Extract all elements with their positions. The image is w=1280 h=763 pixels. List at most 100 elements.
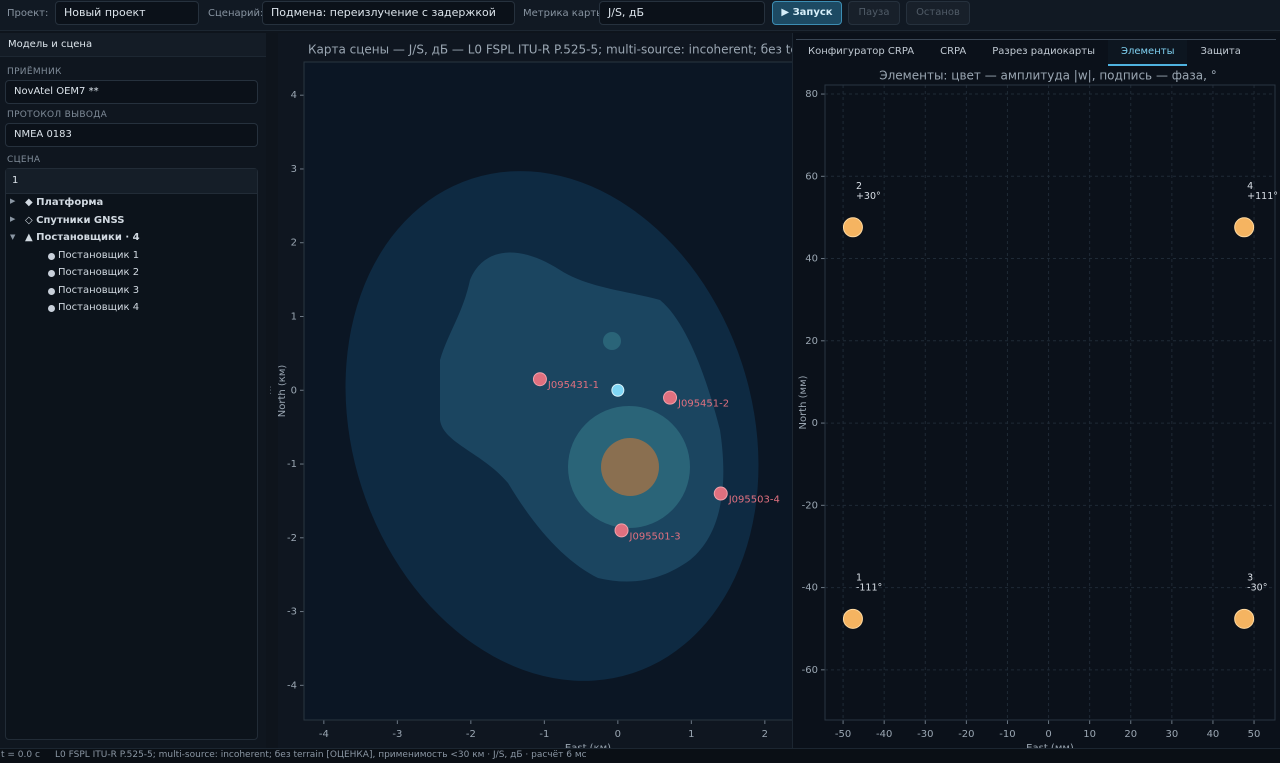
metric-label: Метрика карты:: [523, 8, 608, 19]
tab[interactable]: CRPA: [940, 46, 967, 57]
y-axis-label: North (км): [278, 365, 288, 418]
y-tick-label: -20: [802, 500, 818, 511]
element-number: 4: [1247, 181, 1253, 192]
stop-button[interactable]: Останов: [906, 1, 970, 25]
elements-chart: Элементы: цвет — амплитуда |w|, подпись …: [798, 69, 1278, 749]
x-tick-label: -40: [876, 729, 892, 740]
y-tick-label: 60: [805, 171, 818, 182]
tree-item[interactable]: ◆ Платформа: [25, 197, 104, 208]
x-tick-label: -3: [392, 729, 402, 740]
right-panel: [792, 33, 1280, 748]
run-button[interactable]: ▶ Запуск: [772, 1, 842, 25]
y-tick-label: -2: [287, 533, 297, 544]
status-time: t = 0.0 с: [1, 750, 40, 760]
tree-item[interactable]: ▲ Постановщики · 4: [25, 232, 140, 243]
search-input[interactable]: 1: [12, 175, 19, 186]
antenna-element: [842, 608, 863, 629]
tab[interactable]: Элементы: [1107, 40, 1188, 66]
status-message: L0 FSPL ITU-R P.525-5; multi-source: inc…: [55, 750, 587, 760]
plot-frame: [824, 84, 1276, 721]
y-tick-label: -60: [802, 665, 818, 676]
element-phase: +111°: [1247, 191, 1278, 202]
receiver: [611, 383, 625, 397]
x-tick-label: -50: [835, 729, 851, 740]
tree-bullet: [48, 270, 55, 278]
project-label: Проект:: [7, 8, 49, 19]
metric-select[interactable]: J/S, дБ: [599, 1, 765, 25]
x-tick-label: -2: [466, 729, 476, 740]
plot-frame: [303, 61, 792, 721]
y-tick-label: 20: [805, 336, 818, 347]
y-axis-label: North (мм): [798, 375, 809, 429]
x-tick-label: 20: [1124, 729, 1137, 740]
x-tick-label: -4: [319, 729, 329, 740]
x-tick-label: -10: [999, 729, 1015, 740]
x-axis-label: East (км): [565, 743, 611, 748]
element-phase: +30°: [856, 191, 881, 202]
x-axis-label: East (мм): [1026, 743, 1074, 748]
x-tick-label: -30: [917, 729, 933, 740]
panel-title: Модель и сцена: [8, 39, 93, 50]
jammer-label: J095451-2: [677, 399, 729, 410]
tab[interactable]: Конфигуратор CRPA: [808, 46, 915, 57]
tree-item[interactable]: Постановщик 4: [58, 302, 140, 314]
y-tick-label: -40: [802, 583, 818, 594]
y-tick-label: 4: [291, 90, 297, 101]
scenario-label: Сценарий:: [208, 8, 264, 19]
status-bar: [0, 748, 1280, 763]
element-phase: -30°: [1247, 582, 1267, 593]
pause-button[interactable]: Пауза: [848, 1, 900, 25]
jammer: [614, 523, 629, 538]
tab[interactable]: Разрез радиокарты: [992, 46, 1095, 57]
tree-item[interactable]: Постановщик 1: [58, 250, 140, 261]
y-tick-label: 0: [812, 418, 818, 429]
x-tick-label: 2: [762, 729, 768, 740]
x-tick-label: 1: [688, 729, 694, 740]
tree-bullet: [48, 287, 55, 295]
jammer: [663, 390, 678, 405]
tree-bullet: [48, 253, 55, 260]
y-tick-label: 0: [291, 385, 297, 396]
scenario-select[interactable]: Подмена: переизлучение с задержкой: [262, 1, 515, 25]
chart-title: Элементы: цвет — амплитуда |w|, подпись …: [879, 69, 1217, 83]
y-tick-label: -3: [287, 607, 297, 618]
x-tick-label: 0: [1045, 729, 1051, 740]
y-tick-label: 40: [805, 254, 818, 265]
element-number: 2: [856, 181, 862, 192]
jammer: [713, 486, 728, 501]
x-tick-label: -1: [539, 729, 549, 740]
antenna-element: [1234, 217, 1255, 238]
y-tick-label: 2: [291, 238, 297, 249]
x-tick-label: 10: [1083, 729, 1096, 740]
tree-item[interactable]: ◇ Спутники GNSS: [25, 215, 125, 226]
map-title: Карта сцены — J/S, дБ — L0 FSPL ITU-R P.…: [308, 43, 792, 57]
x-tick-label: 40: [1207, 729, 1220, 740]
tree-item[interactable]: Постановщик 2: [58, 267, 140, 279]
y-tick-label: -4: [287, 680, 297, 691]
antenna-element: [1234, 608, 1255, 629]
scene-map: -4 -3 -2 -1 0 1 2 -4 -3 -2 -1 0 1 2 3 4 East (км) North (…: [278, 33, 792, 748]
jammer: [532, 372, 547, 387]
y-tick-label: 80: [805, 89, 818, 100]
x-tick-label: 50: [1248, 729, 1261, 740]
y-tick-label: 3: [291, 164, 297, 175]
element-number: 3: [1247, 572, 1253, 583]
element-phase: -111°: [856, 582, 882, 593]
section-label: СЦЕНА: [7, 155, 41, 165]
antenna-element: [842, 217, 863, 238]
section-label: ПРИЁМНИК: [7, 67, 62, 77]
tab[interactable]: Защита: [1200, 46, 1241, 57]
section-label: ПРОТОКОЛ ВЫВОДА: [7, 110, 108, 120]
x-tick-label: 30: [1165, 729, 1178, 740]
tree-bullet: [48, 305, 55, 313]
element-number: 1: [856, 572, 862, 583]
jammer-label: J095501-3: [629, 531, 681, 542]
y-tick-label: -1: [287, 459, 297, 470]
protocol-select[interactable]: NMEA 0183: [5, 123, 258, 147]
scene-tree: [5, 168, 258, 740]
project-input[interactable]: Новый проект: [55, 1, 199, 25]
y-tick-label: 1: [291, 311, 297, 322]
receiver-select[interactable]: NovAtel OEM7 **: [5, 80, 258, 104]
tree-item[interactable]: Постановщик 3: [58, 284, 140, 296]
